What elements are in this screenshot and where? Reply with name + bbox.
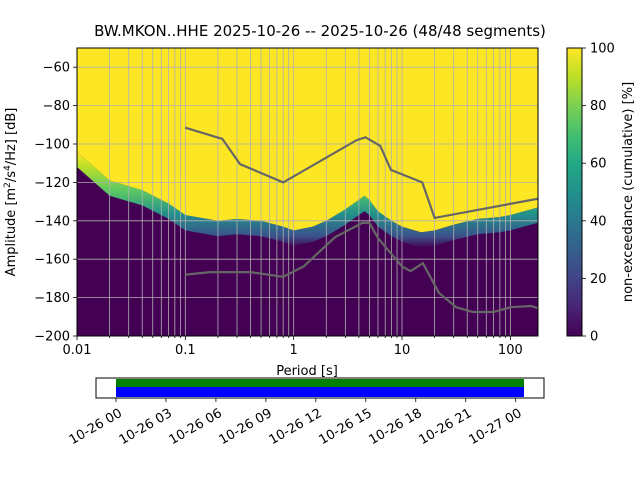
transition-band [77,151,538,248]
x-axis-ticks: 0.01 0.1 1 10 100 [63,336,523,358]
y-tick-label: −160 [34,253,70,268]
colorbar-label: non-exceedance (cumulative) [%] [621,82,636,302]
noise-models [184,126,538,314]
time-tick-label: 10-26 18 [367,406,425,448]
x-tick-label: 0.01 [63,343,92,358]
colorbar-tick-label: 100 [590,42,615,57]
vertical-gridlines [77,48,511,336]
psd-heatmap [77,48,538,336]
x-tick-label: 0.1 [175,343,196,358]
x-tick-label: 1 [290,343,298,358]
colorbar-ticks: 0 20 40 60 80 100 [582,42,615,345]
x-axis-label: Period [s] [276,364,338,379]
y-tick-label: −60 [43,61,70,76]
time-tick-label: 10-26 15 [317,406,375,448]
time-tick-label: 10-27 00 [466,406,524,448]
y-tick-label: −200 [34,330,70,345]
data-coverage-bar [115,379,525,387]
time-tick-label: 10-26 03 [117,406,175,448]
time-tick-label: 10-26 00 [67,406,125,448]
nlnm-curve [185,221,538,314]
x-tick-label: 10 [394,343,411,358]
y-tick-label: −100 [34,138,70,153]
chart-title: BW.MKON..HHE 2025-10-26 -- 2025-10-26 (4… [94,22,546,40]
y-tick-label: −120 [34,176,70,191]
gap-coverage-bar [115,387,525,397]
time-tick-label: 10-26 12 [267,406,325,448]
colorbar-tick-label: 80 [590,99,607,114]
colorbar-tick-label: 0 [590,330,598,345]
x-tick-label: 100 [498,343,523,358]
y-tick-label: −140 [34,214,70,229]
colorbar-tick-label: 40 [590,214,607,229]
time-tick-label: 10-26 09 [217,406,275,448]
time-tick-label: 10-26 21 [416,406,474,448]
colorbar [567,48,582,336]
plot-frame [76,47,539,337]
y-axis-ticks: −60 −80 −100 −120 −140 −160 −180 −200 [34,61,77,345]
nhnm-curve [184,126,538,220]
colorbar-frame [566,47,583,337]
y-tick-label: −80 [43,99,70,114]
y-tick-label: −180 [34,291,70,306]
time-tick-label: 10-26 06 [167,406,225,448]
colorbar-tick-label: 60 [590,157,607,172]
y-axis-label: Amplitude [m2/s4/Hz] [dB] [3,108,19,277]
colorbar-tick-label: 20 [590,272,607,287]
horizontal-gridlines [77,66,538,336]
